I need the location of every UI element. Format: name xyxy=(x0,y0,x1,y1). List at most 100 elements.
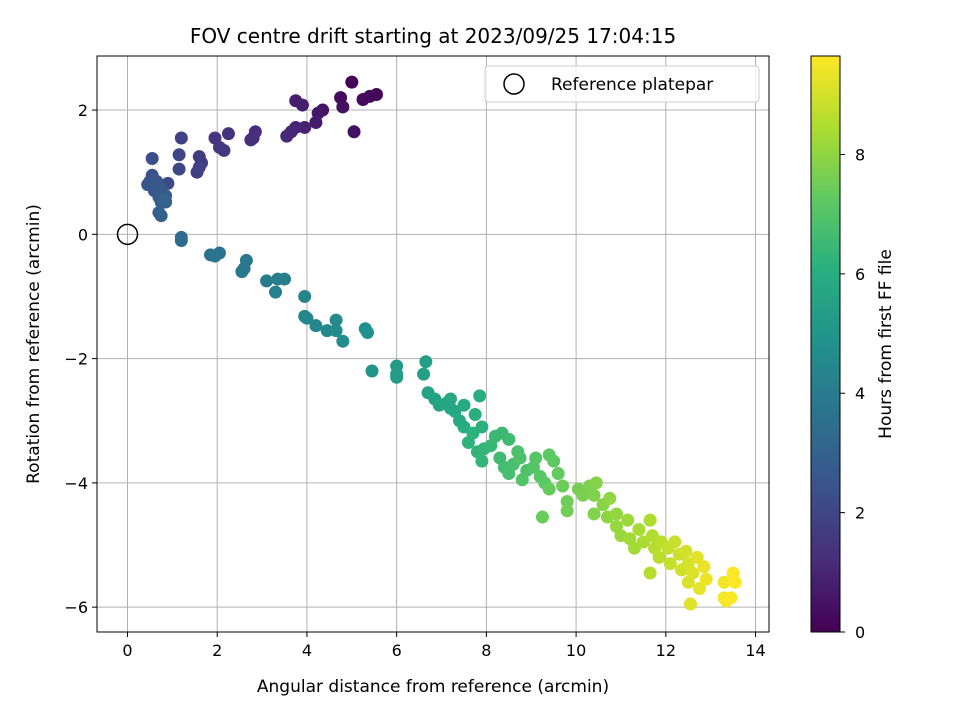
data-point xyxy=(724,591,738,605)
data-point xyxy=(529,451,543,465)
data-point xyxy=(560,504,574,518)
data-point xyxy=(244,133,258,147)
data-point xyxy=(556,479,570,493)
x-tick-label: 4 xyxy=(302,641,312,660)
data-point xyxy=(692,582,706,596)
data-points xyxy=(141,75,742,611)
data-point xyxy=(652,550,666,564)
colorbar: 0 2 4 6 8 Hours from first FF file xyxy=(810,55,896,642)
data-point xyxy=(336,334,350,348)
data-point xyxy=(632,522,646,536)
data-point xyxy=(269,285,283,299)
data-point xyxy=(417,367,431,381)
x-tick-label: 10 xyxy=(566,641,586,660)
data-point xyxy=(560,495,574,509)
colorbar-ticks: 0 2 4 6 8 xyxy=(840,145,865,642)
data-point xyxy=(697,560,711,574)
colorbar-tick-label: 0 xyxy=(855,623,865,642)
data-point xyxy=(309,115,323,129)
data-point xyxy=(192,160,206,174)
data-point xyxy=(174,131,188,145)
data-point xyxy=(502,432,516,446)
data-point xyxy=(587,488,601,502)
data-point xyxy=(473,389,487,403)
data-point xyxy=(643,566,657,580)
data-point xyxy=(156,193,170,207)
legend-box xyxy=(484,65,760,103)
data-point xyxy=(336,100,350,114)
data-point xyxy=(300,311,314,325)
x-axis-ticks: 0 2 4 6 8 10 12 14 xyxy=(122,632,766,660)
data-point xyxy=(298,289,312,303)
x-tick-label: 14 xyxy=(745,641,765,660)
y-tick-label: −4 xyxy=(64,474,88,493)
y-axis-label: Rotation from reference (arcmin) xyxy=(24,204,44,484)
data-point xyxy=(576,488,590,502)
x-tick-label: 6 xyxy=(392,641,402,660)
data-point xyxy=(239,253,253,267)
data-point xyxy=(235,265,249,279)
x-tick-label: 12 xyxy=(656,641,676,660)
legend-reference-marker xyxy=(503,73,525,95)
y-axis-ticks: −6 −4 −2 0 2 xyxy=(64,101,97,617)
data-point xyxy=(461,435,475,449)
data-point xyxy=(547,454,561,468)
data-point xyxy=(361,326,375,340)
data-point xyxy=(278,272,292,286)
data-point xyxy=(356,92,370,106)
data-point xyxy=(690,550,704,564)
data-point xyxy=(345,75,359,89)
colorbar-tick-label: 4 xyxy=(855,384,865,403)
reference-marker-layer xyxy=(116,223,139,246)
data-point xyxy=(515,473,529,487)
grid-lines xyxy=(97,56,769,632)
x-tick-label: 8 xyxy=(481,641,491,660)
y-tick-label: 2 xyxy=(78,101,88,120)
data-point xyxy=(551,467,565,481)
data-point xyxy=(643,513,657,527)
data-point xyxy=(347,125,361,139)
data-point xyxy=(298,120,312,134)
x-tick-label: 0 xyxy=(122,641,132,660)
data-point xyxy=(329,313,343,327)
colorbar-gradient xyxy=(810,55,841,633)
data-point xyxy=(320,324,334,338)
data-point xyxy=(260,274,274,288)
colorbar-tick-label: 8 xyxy=(855,145,865,164)
data-point xyxy=(468,408,482,422)
colorbar-tick-label: 2 xyxy=(855,504,865,523)
data-point xyxy=(457,398,471,412)
data-point xyxy=(513,451,527,465)
x-axis-label: Angular distance from reference (arcmin) xyxy=(257,677,609,697)
data-point xyxy=(589,476,603,490)
data-point xyxy=(174,234,188,248)
data-point xyxy=(535,510,549,524)
data-point xyxy=(145,152,159,166)
data-point xyxy=(609,507,623,521)
plot-frame xyxy=(96,55,770,633)
data-point xyxy=(542,482,556,496)
colorbar-label: Hours from first FF file xyxy=(876,249,896,439)
data-point xyxy=(717,575,731,589)
data-point xyxy=(475,454,489,468)
reference-platepar-marker xyxy=(116,223,139,246)
y-tick-label: 0 xyxy=(78,225,88,244)
data-point xyxy=(217,143,231,157)
data-point xyxy=(172,148,186,162)
data-point xyxy=(329,324,343,338)
colorbar-tick-label: 6 xyxy=(855,265,865,284)
data-point xyxy=(668,535,682,549)
data-point xyxy=(686,566,700,580)
data-point xyxy=(172,162,186,176)
legend: Reference platepar xyxy=(484,65,760,103)
data-point xyxy=(443,392,457,406)
data-point xyxy=(603,491,617,505)
data-point xyxy=(295,98,309,112)
y-tick-label: −6 xyxy=(64,598,88,617)
y-tick-label: −2 xyxy=(64,350,88,369)
data-point xyxy=(699,572,713,586)
data-point xyxy=(365,364,379,378)
data-point xyxy=(280,129,294,143)
chart-title: FOV centre drift starting at 2023/09/25 … xyxy=(190,24,676,48)
data-point xyxy=(683,597,697,611)
